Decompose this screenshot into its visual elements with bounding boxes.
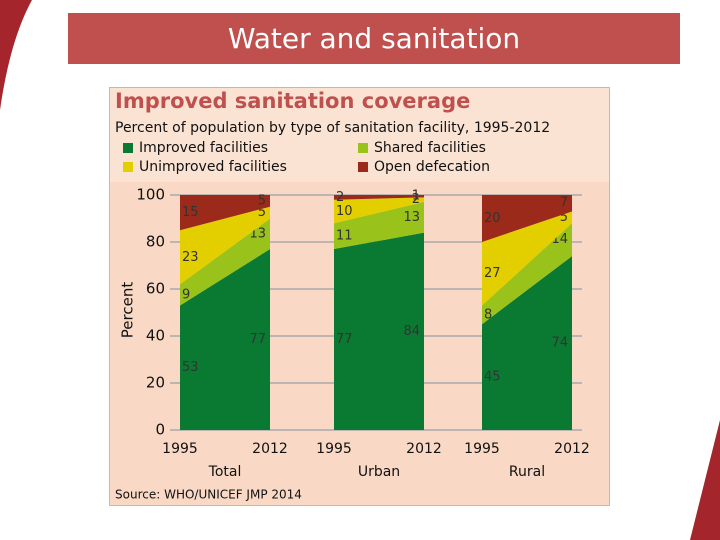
area-segment — [482, 223, 572, 325]
data-label: 10 — [336, 204, 353, 219]
area-segment — [180, 249, 270, 430]
area-segment — [334, 232, 424, 430]
legend-label: Improved facilities — [139, 140, 268, 156]
data-label: 2 — [336, 190, 344, 205]
y-tick-label: 40 — [146, 327, 165, 345]
corner-decoration — [690, 420, 720, 540]
data-label: 9 — [182, 287, 190, 302]
panel-label: Rural — [509, 464, 545, 480]
area-segment — [334, 197, 424, 224]
x-tick-label: 2012 — [252, 441, 288, 457]
data-label: 11 — [336, 229, 353, 244]
data-label: 74 — [551, 336, 568, 351]
data-label: 8 — [484, 307, 492, 322]
data-label: 5 — [560, 210, 568, 225]
legend-swatch — [123, 143, 133, 153]
area-segment — [334, 202, 424, 250]
slide-title: Water and sanitation — [228, 22, 520, 55]
data-label: 27 — [484, 266, 501, 281]
area-segment — [180, 206, 270, 285]
data-label: 5 — [258, 193, 266, 208]
data-label: 13 — [403, 210, 420, 225]
area-segment — [334, 195, 424, 200]
data-label: 20 — [484, 211, 501, 226]
x-tick-label: 2012 — [554, 441, 590, 457]
legend-swatch — [123, 162, 133, 172]
panel-label: Total — [208, 464, 242, 480]
y-tick-label: 80 — [146, 233, 165, 251]
data-label: 5 — [258, 205, 266, 220]
legend-label: Unimproved facilities — [139, 159, 287, 175]
data-label: 7 — [560, 196, 568, 211]
y-tick-label: 60 — [146, 280, 165, 298]
area-segment — [482, 195, 572, 242]
data-label: 53 — [182, 360, 199, 375]
area-segment — [180, 195, 270, 231]
title-bar — [68, 13, 680, 64]
data-label: 2 — [412, 192, 420, 207]
legend-swatch — [358, 162, 368, 172]
data-label: 1 — [412, 189, 420, 204]
data-label: 77 — [249, 332, 266, 347]
data-label: 77 — [336, 332, 353, 347]
data-label: 15 — [182, 205, 199, 220]
data-label: 84 — [403, 324, 420, 339]
y-tick-label: 100 — [136, 186, 165, 204]
chart-subtitle: Percent of population by type of sanitat… — [115, 120, 550, 136]
chart-title: Improved sanitation coverage — [115, 89, 470, 113]
x-tick-label: 1995 — [316, 441, 352, 457]
area-segment — [180, 218, 270, 306]
y-tick-label: 0 — [155, 421, 165, 439]
x-tick-label: 2012 — [406, 441, 442, 457]
y-axis-label: Percent — [119, 282, 137, 339]
legend-swatch — [358, 143, 368, 153]
area-segment — [482, 211, 572, 306]
legend-label: Shared facilities — [374, 140, 486, 156]
corner-decoration — [0, 0, 32, 110]
x-tick-label: 1995 — [162, 441, 198, 457]
source: Source: WHO/UNICEF JMP 2014 — [115, 488, 302, 502]
data-label: 23 — [182, 250, 199, 265]
x-tick-label: 1995 — [464, 441, 500, 457]
legend-label: Open defecation — [374, 159, 490, 175]
area-segment — [482, 256, 572, 430]
data-label: 45 — [484, 370, 501, 385]
panel-label: Urban — [358, 464, 400, 480]
y-tick-label: 20 — [146, 374, 165, 392]
